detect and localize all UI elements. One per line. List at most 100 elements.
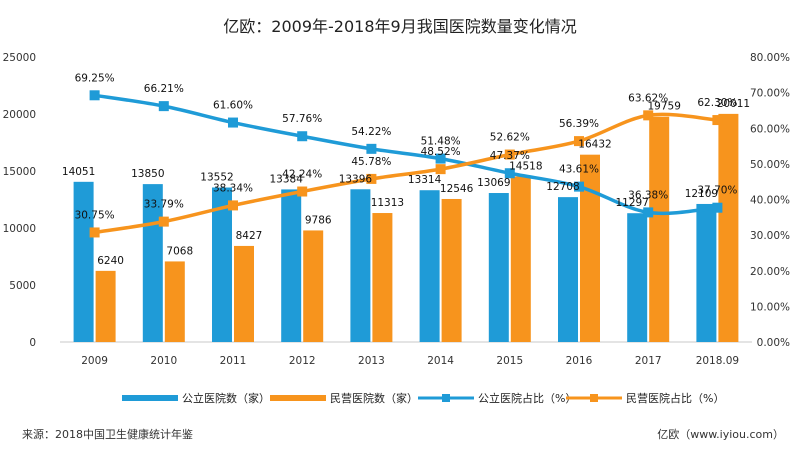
y-right-tick-label: 10.00% xyxy=(750,301,790,313)
line-value-label: 47.37% xyxy=(490,150,530,162)
bar xyxy=(558,197,578,342)
lines xyxy=(89,90,723,238)
bar-value-label: 13384 xyxy=(269,173,303,185)
line-value-label: 36.38% xyxy=(628,189,668,201)
line-value-label: 45.78% xyxy=(351,156,391,168)
y-left-tick-label: 10000 xyxy=(3,223,36,235)
line-marker xyxy=(158,101,169,112)
legend-marker xyxy=(590,394,598,402)
x-tick-label: 2013 xyxy=(358,355,385,367)
bar-value-label: 6240 xyxy=(97,255,124,267)
line-marker xyxy=(228,200,238,211)
legend-marker xyxy=(442,394,450,402)
y-left-tick-label: 25000 xyxy=(3,52,36,64)
line-value-label: 52.62% xyxy=(490,132,530,144)
bar-value-label: 19759 xyxy=(647,101,680,113)
bar xyxy=(419,190,440,342)
legend-label: 公立医院数（家） xyxy=(182,391,270,405)
bar-value-label: 11313 xyxy=(371,197,404,209)
y-left-tick-label: 0 xyxy=(29,337,36,349)
line-marker xyxy=(643,207,654,218)
line-marker xyxy=(712,202,723,213)
line-marker xyxy=(158,216,169,227)
bar xyxy=(372,213,393,342)
bar-value-label: 16432 xyxy=(578,139,611,151)
y-right-tick-label: 20.00% xyxy=(750,266,790,278)
y-right-tick-label: 40.00% xyxy=(750,195,790,207)
line-marker xyxy=(643,110,654,121)
line-marker xyxy=(89,227,100,238)
bar xyxy=(73,181,94,342)
source-note: 来源：2018中国卫生健康统计年鉴 xyxy=(22,427,193,441)
bar xyxy=(303,230,324,342)
line-marker xyxy=(712,115,723,126)
x-tick-label: 2014 xyxy=(427,355,454,367)
line-value-label: 63.62% xyxy=(628,92,668,104)
line-marker xyxy=(228,117,238,128)
line-value-label: 57.76% xyxy=(282,113,322,125)
bar-value-label: 14518 xyxy=(509,160,542,172)
x-tick-label: 2009 xyxy=(81,355,108,367)
bar-value-label: 7068 xyxy=(166,245,193,257)
line-value-label: 42.24% xyxy=(282,169,322,181)
line-value-label: 43.61% xyxy=(559,164,599,176)
bar xyxy=(718,113,739,342)
line-value-label: 33.79% xyxy=(144,199,184,211)
bar-value-label: 8427 xyxy=(236,230,263,242)
line-value-label: 48.52% xyxy=(421,146,461,158)
y-right-tick-label: 30.00% xyxy=(750,230,790,242)
y-left-tick-label: 5000 xyxy=(9,280,36,292)
brand-note: 亿欧（www.iyiou.com） xyxy=(657,428,784,441)
bar xyxy=(164,261,185,342)
line-value-label: 38.34% xyxy=(213,182,253,194)
y-right-tick-label: 70.00% xyxy=(750,88,790,100)
legend: 公立医院数（家） 民营医院数（家） 公立医院占比（%） 民营医院占比（%） xyxy=(122,391,724,405)
bar xyxy=(510,176,531,342)
y-right-tick-label: 60.00% xyxy=(750,123,790,135)
line-marker xyxy=(366,173,377,184)
data-labels: 14051 13850 13552 13384 13396 13314 13069 12708… xyxy=(62,72,750,267)
legend-label: 公立医院占比（%） xyxy=(478,391,576,405)
line-marker xyxy=(435,153,446,164)
bar-value-label: 13552 xyxy=(200,172,233,184)
line-marker xyxy=(504,168,515,179)
chart-title: 亿欧：2009年-2018年9月我国医院数量变化情况 xyxy=(223,17,576,36)
axes: 0 5000 10000 15000 20000 25000 0.00% 10.00% 20.0… xyxy=(3,52,790,367)
series-line xyxy=(94,112,718,235)
line-value-label: 56.39% xyxy=(559,118,599,130)
bar-value-label: 14051 xyxy=(62,166,95,178)
line-value-label: 30.75% xyxy=(75,209,115,221)
bar-value-label: 12708 xyxy=(546,181,579,193)
line-value-label: 62.30% xyxy=(697,97,737,109)
bars xyxy=(73,113,739,342)
line-value-label: 66.21% xyxy=(144,83,184,95)
y-left-tick-label: 20000 xyxy=(3,109,36,121)
line-marker xyxy=(366,143,377,154)
x-tick-label: 2010 xyxy=(150,355,177,367)
bar-value-label: 13850 xyxy=(131,168,164,180)
x-tick-label: 2018.09 xyxy=(696,355,739,367)
x-tick-label: 2012 xyxy=(289,355,316,367)
bar-value-label: 9786 xyxy=(305,214,332,226)
line-marker xyxy=(89,90,100,101)
bar xyxy=(488,193,509,342)
series-line xyxy=(94,93,718,216)
bar-value-label: 12546 xyxy=(440,183,474,195)
bar-value-label: 13069 xyxy=(477,177,510,189)
bar-value-label: 11297 xyxy=(615,197,648,209)
line-value-label: 61.60% xyxy=(213,100,253,112)
bar xyxy=(627,213,648,342)
legend-swatch xyxy=(270,395,326,401)
line-marker xyxy=(574,136,584,147)
line-value-label: 51.48% xyxy=(421,136,461,148)
x-tick-label: 2011 xyxy=(220,355,247,367)
x-tick-label: 2015 xyxy=(496,355,523,367)
line-marker xyxy=(504,149,515,160)
line-value-label: 69.25% xyxy=(75,72,115,84)
bar xyxy=(212,187,232,342)
x-tick-label: 2016 xyxy=(566,355,593,367)
bar-value-label: 20011 xyxy=(717,98,750,110)
line-value-label: 37.70% xyxy=(697,185,737,197)
bar xyxy=(696,203,717,342)
line-marker xyxy=(297,131,308,142)
